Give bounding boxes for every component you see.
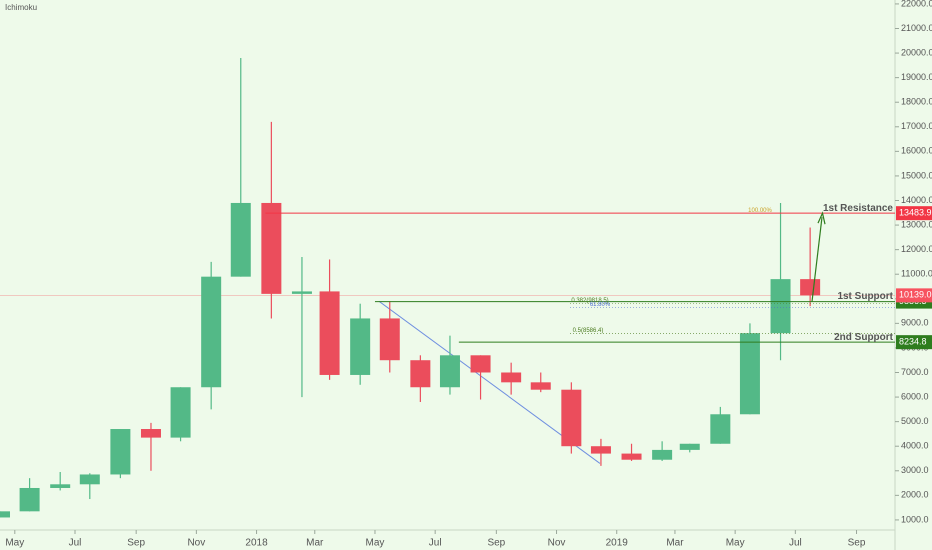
candle-body [50, 484, 71, 488]
x-tick-label: Nov [548, 538, 566, 549]
candle-body [261, 202, 282, 294]
candle-body [410, 360, 431, 388]
candle-body [170, 387, 191, 438]
candle-body [0, 511, 10, 518]
y-tick-label: 7000.0 [901, 367, 929, 377]
fib-label: 0.5(8586.4) [573, 328, 604, 334]
candle-body [739, 333, 760, 415]
indicator-label: Ichimoku [5, 3, 37, 12]
level-label: 1st Support [837, 291, 893, 302]
level-price-box [896, 335, 932, 350]
candle-body [652, 449, 673, 460]
y-tick-label: 2000.0 [901, 490, 929, 500]
y-tick-label: 18000.0 [901, 97, 932, 107]
x-tick-label: Sep [848, 538, 866, 549]
candle-body [561, 389, 582, 447]
y-tick-label: 17000.0 [901, 121, 932, 131]
projection-arrowhead [817, 211, 826, 225]
level-price: 13483.9 [899, 208, 932, 218]
candle-body [19, 487, 40, 512]
y-tick-label: 4000.0 [901, 441, 929, 451]
x-tick-label: Nov [187, 538, 205, 549]
candle-body [800, 279, 821, 296]
x-tick-label: 2019 [606, 538, 629, 549]
fib-label: 0.382(9818.5) [571, 298, 608, 304]
y-tick-label: 5000.0 [901, 416, 929, 426]
level-label: 1st Resistance [823, 203, 893, 214]
current-price-label: 10139.0 [899, 290, 932, 300]
y-tick-label: 20000.0 [901, 47, 932, 57]
candle-body [79, 474, 100, 485]
candle-body [530, 382, 551, 390]
x-tick-label: Sep [127, 538, 145, 549]
x-tick-label: Mar [666, 538, 684, 549]
y-tick-label: 21000.0 [901, 23, 932, 33]
candle-body [291, 291, 312, 294]
y-tick-label: 1000.0 [901, 514, 929, 524]
candle-body [679, 443, 700, 450]
candle-body [621, 453, 642, 460]
x-tick-label: Jul [69, 538, 82, 549]
candle-body [770, 279, 791, 334]
candle-body [350, 318, 371, 375]
y-tick-label: 16000.0 [901, 146, 932, 156]
candle-body [590, 446, 611, 454]
y-tick-label: 14000.0 [901, 195, 932, 205]
candle-body [501, 372, 522, 383]
candle-body [439, 355, 460, 388]
y-tick-label: 6000.0 [901, 391, 929, 401]
x-tick-label: May [726, 538, 745, 549]
candle-body [379, 318, 400, 361]
fib-label: 61.80% [590, 302, 611, 308]
y-tick-label: 9000.0 [901, 318, 929, 328]
y-tick-label: 22000.0 [901, 0, 932, 8]
candle-body [230, 202, 251, 277]
current-price-box [896, 288, 932, 303]
x-tick-label: May [5, 538, 24, 549]
x-tick-label: Sep [487, 538, 505, 549]
y-tick-label: 15000.0 [901, 170, 932, 180]
level-price: 8234.8 [899, 337, 927, 347]
candle-body [201, 276, 222, 388]
candle-body [710, 414, 731, 444]
x-tick-label: Jul [789, 538, 802, 549]
candle-body [110, 429, 131, 475]
x-tick-label: Mar [306, 538, 324, 549]
y-tick-label: 19000.0 [901, 72, 932, 82]
projection-arrow [811, 217, 823, 302]
candle-body [140, 429, 161, 438]
y-tick-label: 11000.0 [901, 269, 932, 279]
y-tick-label: 13000.0 [901, 219, 932, 229]
x-tick-label: May [366, 538, 385, 549]
level-label: 2nd Support [834, 332, 894, 343]
x-tick-label: 2018 [245, 538, 268, 549]
fib-label: 100.00% [748, 208, 772, 214]
y-tick-label: 12000.0 [901, 244, 932, 254]
candle-body [470, 355, 491, 373]
x-tick-label: Jul [429, 538, 442, 549]
candle-body [319, 291, 340, 375]
level-price-box [896, 206, 932, 221]
y-tick-label: 3000.0 [901, 465, 929, 475]
